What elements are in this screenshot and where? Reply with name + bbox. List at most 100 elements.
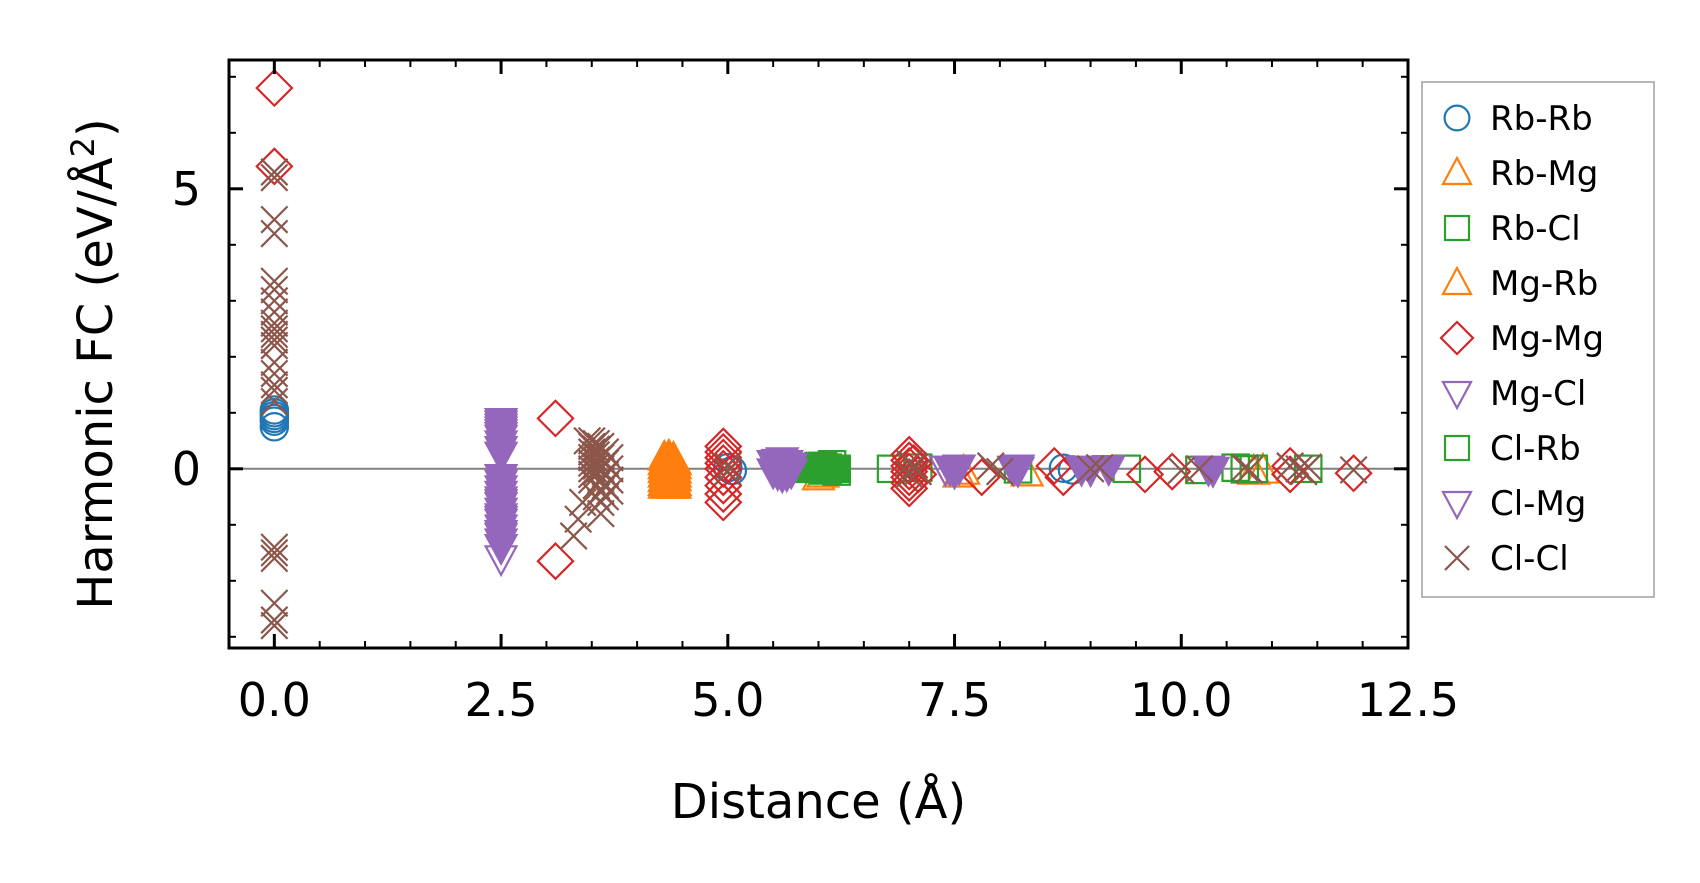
- data-point-cl-mg: [483, 441, 519, 474]
- legend: Rb-Rb Rb-Mg Rb-Cl Mg-Rb Mg-Mg Mg-Cl Cl-Rb Cl-Mg…: [1421, 81, 1655, 598]
- data-point-cl-cl: [1285, 454, 1314, 483]
- legend-marker-cl-cl: [1444, 545, 1470, 571]
- legend-marker-mg-cl: [1441, 380, 1473, 411]
- data-point-mg-mg: [536, 399, 575, 438]
- data-point-cl-mg: [1195, 456, 1231, 489]
- data-point-rb-cl: [1239, 454, 1269, 484]
- axis-ticks: [228, 60, 1410, 648]
- data-point-cl-cl: [260, 533, 289, 562]
- x-tick-label: 7.5: [918, 673, 991, 727]
- data-point-cl-cl: [260, 348, 289, 377]
- x-tick-label: 10.0: [1130, 673, 1232, 727]
- data-point-cl-cl: [260, 275, 289, 304]
- data-point-rb-cl: [1293, 454, 1323, 484]
- data-point-cl-cl: [1085, 453, 1114, 482]
- data-point-mg-mg: [704, 427, 743, 466]
- data-point-cl-cl: [260, 326, 289, 354]
- data-point-cl-cl: [564, 505, 593, 534]
- legend-label: Cl-Mg: [1490, 484, 1586, 524]
- legend-item: Mg-Rb: [1441, 264, 1598, 304]
- legend-item: Rb-Cl: [1443, 209, 1581, 249]
- y-axis-title-end: ): [68, 118, 124, 137]
- legend-marker-rb-mg: [1441, 155, 1473, 186]
- data-point-cl-rb: [822, 454, 851, 484]
- data-point-cl-mg: [1000, 456, 1036, 489]
- y-axis-title: Harmonic FC (eV/Å2): [64, 118, 124, 610]
- legend-item: Mg-Cl: [1441, 374, 1586, 414]
- data-point-rb-rb: [259, 412, 290, 442]
- plot-background: [229, 60, 1408, 648]
- data-point-mg-rb: [657, 466, 693, 499]
- series-mg-mg: [255, 68, 1373, 581]
- plot-area: [227, 58, 1410, 650]
- data-point-mg-mg: [962, 458, 1001, 497]
- data-point-cl-cl: [595, 443, 624, 472]
- y-tick-label: 0: [172, 442, 201, 496]
- legend-marker-mg-rb: [1441, 265, 1473, 296]
- data-point-mg-mg: [890, 469, 929, 508]
- y-axis-title-superscript: 2: [64, 137, 102, 157]
- x-axis-title: Distance (Å): [671, 773, 966, 830]
- data-point-cl-cl: [260, 158, 289, 186]
- data-point-mg-mg: [890, 435, 929, 474]
- legend-marker-rb-cl: [1443, 214, 1471, 242]
- legend-item: Cl-Cl: [1444, 539, 1569, 579]
- legend-label: Rb-Rb: [1490, 99, 1593, 139]
- data-point-cl-cl: [713, 452, 742, 480]
- x-tick-label: 5.0: [691, 673, 764, 727]
- data-point-cl-cl: [260, 376, 289, 405]
- data-point-cl-cl: [1230, 453, 1259, 482]
- legend-item: Cl-Rb: [1443, 429, 1581, 469]
- legend-item: Mg-Mg: [1439, 319, 1604, 359]
- tick-labels: 0.0 2.5 5.0 7.5 10.0 12.5 0 5: [172, 162, 1459, 727]
- data-point-cl-cl: [260, 544, 289, 573]
- data-point-cl-cl: [260, 538, 289, 567]
- legend-item: Rb-Mg: [1441, 154, 1598, 194]
- data-point-mg-mg: [536, 542, 575, 581]
- legend-marker-cl-rb: [1443, 434, 1471, 462]
- legend-label: Mg-Cl: [1490, 374, 1586, 414]
- legend-marker-mg-mg: [1439, 320, 1475, 356]
- data-point-mg-mg: [890, 463, 929, 502]
- data-point-cl-cl: [1294, 453, 1323, 482]
- legend-label: Cl-Rb: [1490, 429, 1581, 469]
- data-point-cl-cl: [985, 457, 1014, 486]
- data-point-mg-mg: [255, 68, 294, 108]
- data-point-mg-mg: [899, 455, 938, 494]
- series-mg-rb: [647, 437, 693, 499]
- data-point-mg-mg: [1035, 446, 1074, 486]
- x-tick-label: 12.5: [1357, 673, 1459, 727]
- legend-marker-cl-mg: [1441, 490, 1473, 521]
- x-tick-label: 0.0: [238, 673, 311, 727]
- series-cl-cl: [260, 158, 1368, 640]
- data-point-cl-cl: [559, 522, 588, 550]
- data-point-cl-cl: [895, 460, 924, 489]
- legend-marker-rb-rb: [1443, 104, 1471, 132]
- series-cl-mg: [483, 408, 1231, 567]
- data-point-cl-cl: [260, 320, 289, 349]
- data-point-rb-rb: [259, 403, 290, 434]
- legend-label: Mg-Rb: [1490, 264, 1598, 304]
- data-point-cl-mg: [483, 533, 519, 567]
- data-point-mg-mg: [890, 441, 929, 480]
- data-point-cl-cl: [586, 499, 615, 528]
- data-point-cl-cl: [260, 205, 289, 234]
- data-point-cl-cl: [260, 611, 289, 640]
- data-point-cl-cl: [1185, 454, 1214, 483]
- data-point-cl-cl: [1235, 455, 1264, 484]
- data-point-cl-cl: [260, 286, 289, 315]
- data-point-mg-mg: [890, 458, 929, 497]
- data-point-cl-cl: [904, 457, 933, 486]
- data-point-cl-cl: [976, 452, 1005, 480]
- data-point-cl-cl: [595, 477, 624, 506]
- y-tick-label: 5: [172, 162, 201, 216]
- data-point-cl-cl: [260, 606, 289, 634]
- data-point-mg-mg: [704, 458, 743, 497]
- y-axis-title-main: Harmonic FC (eV/Å: [67, 157, 124, 610]
- legend-label: Rb-Mg: [1490, 154, 1598, 194]
- data-point-rb-rb: [259, 395, 290, 425]
- data-point-cl-cl: [1339, 455, 1368, 484]
- data-point-cl-mg: [774, 458, 809, 491]
- data-point-cl-cl: [260, 267, 289, 296]
